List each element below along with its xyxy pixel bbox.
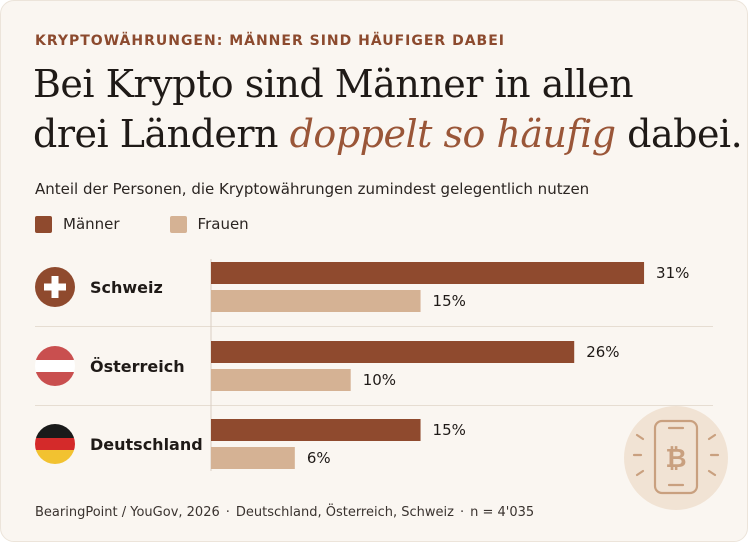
- bar-women-2: [211, 447, 295, 469]
- headline: Bei Krypto sind Männer in allen drei Län…: [33, 59, 743, 159]
- austria-flag-icon: [35, 346, 75, 386]
- legend-swatch-men: [35, 215, 52, 233]
- bar-men-1: [211, 341, 575, 363]
- row-divider: [35, 405, 713, 406]
- germany-flag-icon: [35, 424, 75, 464]
- country-label: Schweiz: [90, 277, 163, 297]
- data-label: 26%: [586, 343, 619, 361]
- country-label: Deutschland: [90, 434, 203, 454]
- country-row-schweiz: Schweiz: [35, 267, 163, 307]
- footer: BearingPoint / YouGov, 2026 · Deutschland,…: [35, 505, 534, 520]
- data-label: 10%: [363, 371, 396, 389]
- bar-men-0: [211, 262, 645, 284]
- row-divider: [35, 326, 713, 327]
- bar-women-1: [211, 369, 351, 391]
- country-row-oesterreich: Österreich: [35, 346, 185, 386]
- svg-text:₿: ₿: [665, 444, 686, 474]
- headline-line2-post: dabei.: [615, 112, 743, 156]
- footer-separator: ·: [459, 505, 465, 520]
- legend-label-men: Männer: [63, 215, 120, 233]
- kicker: KRYPTOWÄHRUNGEN: MÄNNER SIND HÄUFIGER DA…: [35, 33, 505, 49]
- data-label: 15%: [433, 292, 466, 310]
- country-label: Österreich: [90, 356, 185, 376]
- country-row-deutschland: Deutschland: [35, 424, 203, 464]
- legend: Männer Frauen: [35, 215, 299, 233]
- bar-women-0: [211, 290, 421, 312]
- footer-separator: ·: [225, 505, 230, 520]
- bar-men-2: [211, 419, 421, 441]
- data-label: 15%: [433, 421, 466, 439]
- data-label: 6%: [307, 449, 331, 467]
- headline-line1: Bei Krypto sind Männer in allen: [33, 62, 634, 106]
- legend-swatch-women: [169, 215, 187, 233]
- footer-source: BearingPoint / YouGov, 2026: [35, 505, 220, 520]
- headline-line2-pre: drei Ländern: [33, 112, 290, 156]
- swiss-flag-icon: [35, 267, 75, 307]
- legend-item-men: Männer: [35, 215, 120, 233]
- footer-sample: n = 4'035: [470, 505, 535, 520]
- legend-label-women: Frauen: [197, 215, 249, 233]
- chart-subtitle: Anteil der Personen, die Kryptowährungen…: [35, 180, 590, 198]
- headline-emphasis: doppelt so häufig: [289, 112, 616, 156]
- bitcoin-phone-icon: ₿: [621, 403, 731, 517]
- data-label: 31%: [656, 264, 689, 282]
- legend-item-women: Frauen: [169, 215, 249, 233]
- footer-countries: Deutschland, Österreich, Schweiz: [235, 505, 454, 520]
